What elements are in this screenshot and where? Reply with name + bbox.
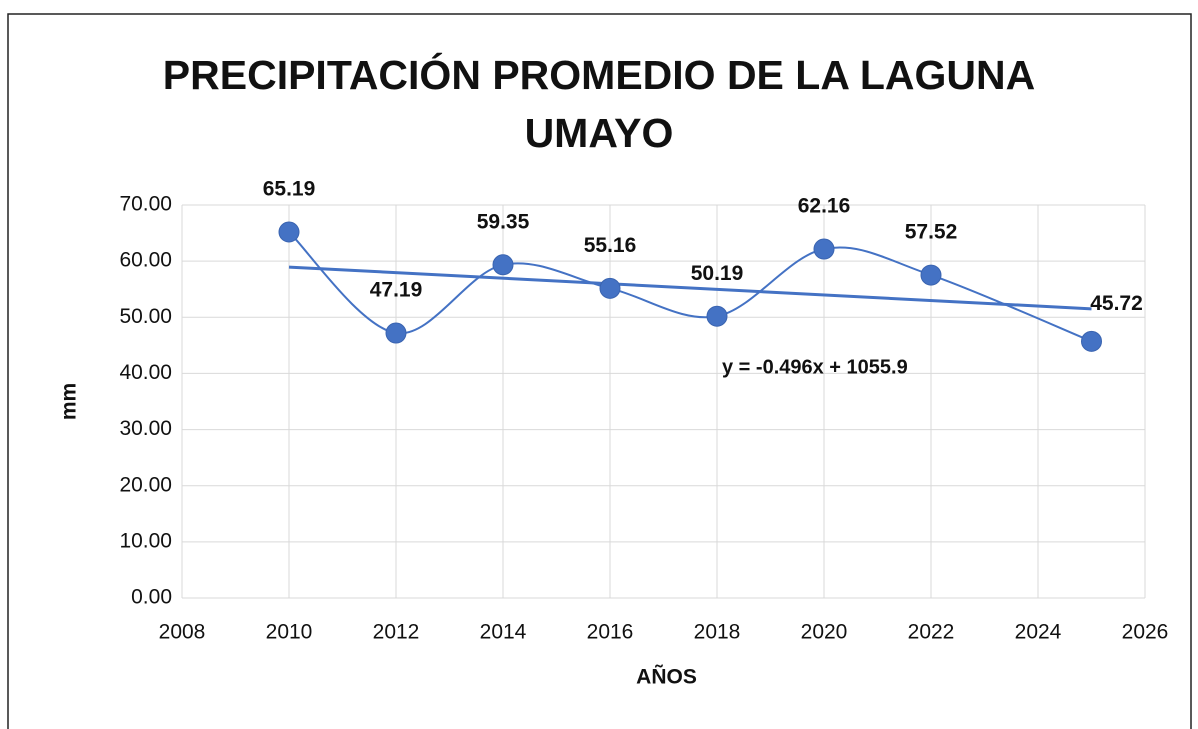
data-point xyxy=(385,322,407,344)
x-axis-title: AÑOS xyxy=(636,666,697,689)
data-label: 50.19 xyxy=(691,262,744,285)
data-label: 47.19 xyxy=(370,279,423,302)
data-point xyxy=(920,264,942,286)
x-tick-label: 2018 xyxy=(694,621,741,644)
y-tick-label: 50.00 xyxy=(119,305,172,328)
x-tick-label: 2014 xyxy=(480,621,527,644)
trendline xyxy=(288,265,1092,311)
y-tick-label: 30.00 xyxy=(119,417,172,440)
data-label: 59.35 xyxy=(477,210,530,233)
y-tick-label: 20.00 xyxy=(119,473,172,496)
data-point xyxy=(813,238,835,260)
data-point xyxy=(492,254,514,276)
trendline-equation: y = -0.496x + 1055.9 xyxy=(722,356,908,378)
data-point xyxy=(278,221,300,243)
x-tick-label: 2010 xyxy=(266,621,313,644)
x-tick-label: 2012 xyxy=(373,621,420,644)
data-label: 65.19 xyxy=(263,178,316,201)
y-tick-label: 60.00 xyxy=(119,249,172,272)
y-axis-title: mm xyxy=(58,383,81,420)
data-label: 57.52 xyxy=(905,221,958,244)
chart-title: PRECIPITACIÓN PROMEDIO DE LA LAGUNA UMAY… xyxy=(162,52,1036,156)
y-tick-label: 70.00 xyxy=(119,193,172,216)
x-tick-label: 2024 xyxy=(1015,621,1062,644)
data-point xyxy=(706,305,728,327)
x-tick-label: 2008 xyxy=(159,621,206,644)
y-tick-label: 40.00 xyxy=(119,361,172,384)
y-tick-label: 10.00 xyxy=(119,529,172,552)
x-tick-label: 2022 xyxy=(908,621,955,644)
x-tick-label: 2020 xyxy=(801,621,848,644)
data-point xyxy=(1081,330,1102,352)
x-tick-label: 2026 xyxy=(1122,621,1169,644)
y-tick-label: 0.00 xyxy=(131,586,172,609)
data-label: 62.16 xyxy=(798,195,851,218)
data-point xyxy=(599,277,621,299)
frame-border xyxy=(7,13,1192,729)
x-tick-label: 2016 xyxy=(587,621,634,644)
data-label: 45.72 xyxy=(1090,292,1143,315)
data-label: 55.16 xyxy=(584,234,637,257)
